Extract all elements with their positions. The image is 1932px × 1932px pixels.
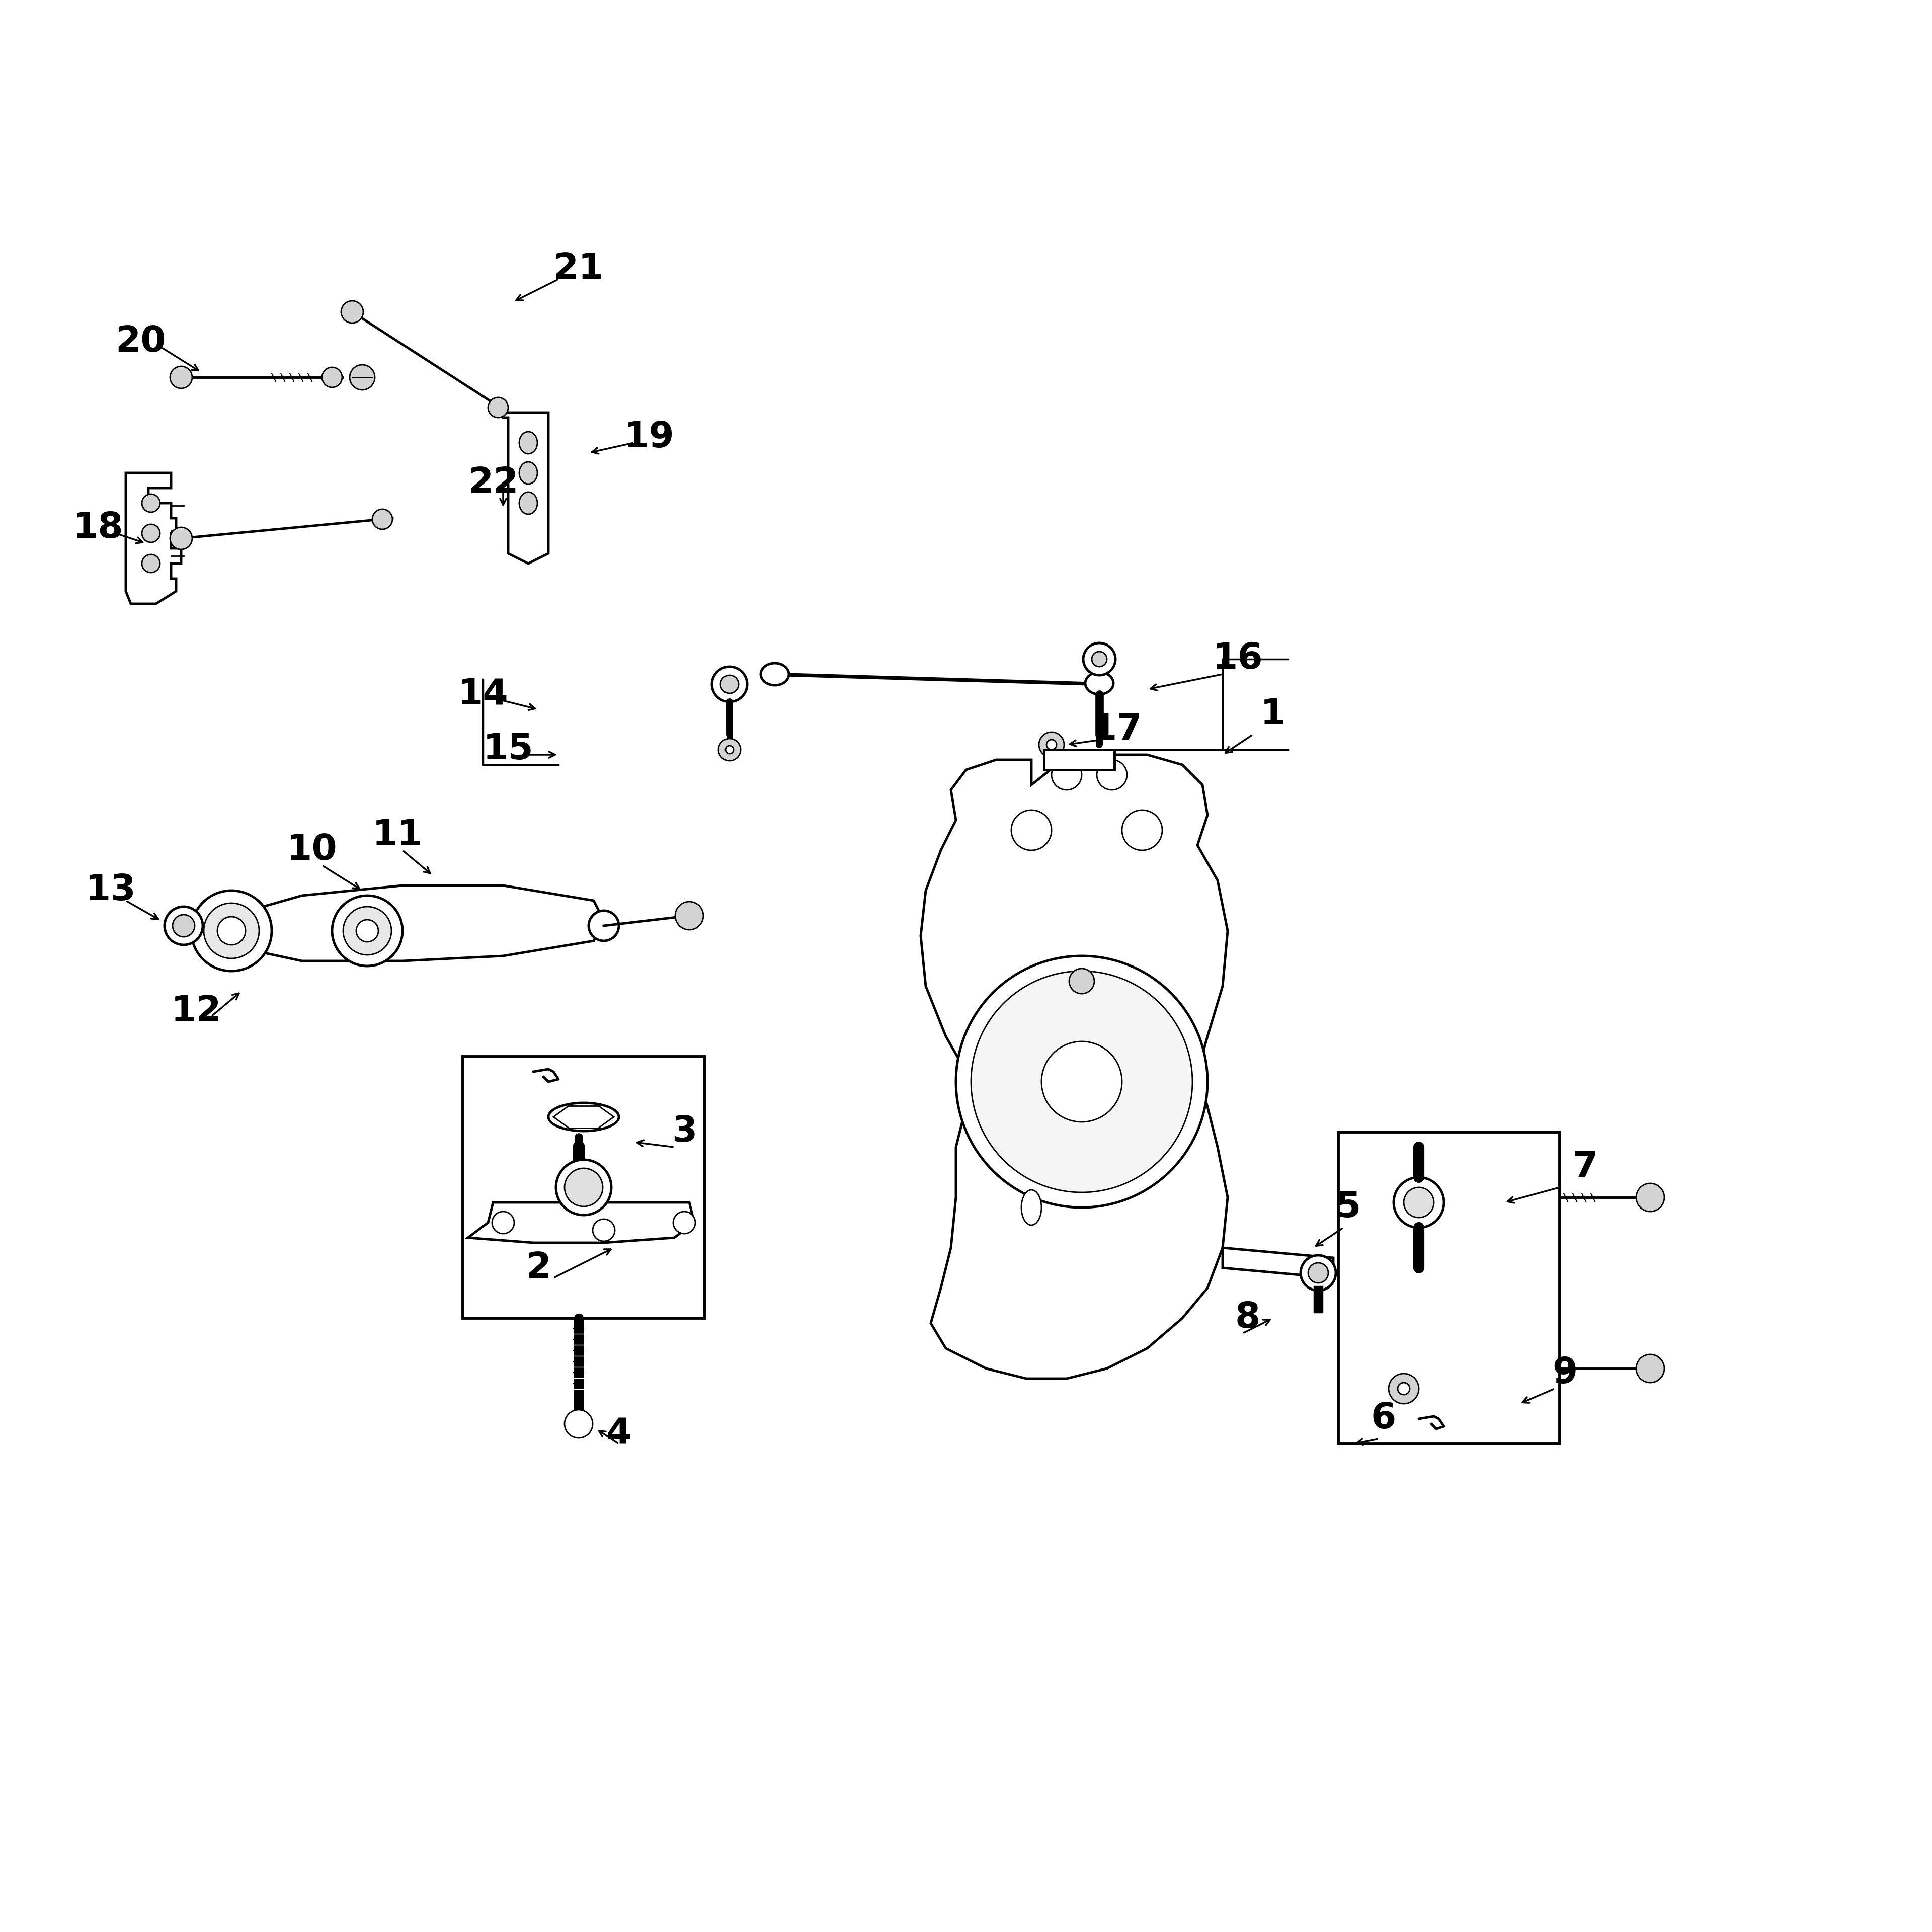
Circle shape: [1300, 1256, 1335, 1291]
Circle shape: [373, 510, 392, 529]
Text: 18: 18: [73, 510, 124, 545]
Circle shape: [972, 972, 1192, 1192]
Circle shape: [170, 527, 191, 549]
Circle shape: [1397, 1383, 1410, 1395]
Circle shape: [170, 367, 191, 388]
Circle shape: [1636, 1182, 1663, 1211]
Circle shape: [1092, 651, 1107, 667]
Circle shape: [1084, 643, 1115, 674]
Circle shape: [141, 554, 160, 572]
Text: 10: 10: [286, 833, 338, 867]
Circle shape: [1393, 1177, 1443, 1227]
Circle shape: [350, 365, 375, 390]
Text: 20: 20: [116, 325, 166, 359]
Text: 13: 13: [85, 873, 135, 908]
Ellipse shape: [549, 1103, 618, 1130]
Circle shape: [726, 746, 734, 753]
Circle shape: [332, 896, 402, 966]
Circle shape: [1010, 810, 1051, 850]
Circle shape: [674, 902, 703, 929]
Ellipse shape: [1022, 1190, 1041, 1225]
Circle shape: [191, 891, 272, 972]
Circle shape: [141, 524, 160, 543]
Bar: [1339, 1132, 1559, 1443]
Polygon shape: [502, 413, 549, 564]
Text: 7: 7: [1573, 1150, 1598, 1184]
Circle shape: [1041, 1041, 1122, 1122]
Text: 17: 17: [1092, 713, 1142, 748]
Text: 11: 11: [373, 817, 423, 852]
Circle shape: [1068, 968, 1094, 993]
Circle shape: [493, 1211, 514, 1235]
Polygon shape: [232, 885, 603, 960]
Text: 16: 16: [1213, 641, 1264, 676]
Circle shape: [164, 906, 203, 945]
Circle shape: [216, 916, 245, 945]
Circle shape: [342, 301, 363, 323]
Text: 21: 21: [553, 251, 605, 286]
Text: 9: 9: [1551, 1356, 1577, 1391]
Circle shape: [1122, 810, 1163, 850]
Text: 22: 22: [468, 466, 518, 500]
Ellipse shape: [1086, 672, 1113, 694]
Bar: [1043, 750, 1115, 769]
Polygon shape: [1223, 1248, 1333, 1277]
Circle shape: [344, 906, 392, 954]
Polygon shape: [468, 1202, 694, 1242]
Circle shape: [1051, 759, 1082, 790]
Circle shape: [1405, 1188, 1434, 1217]
Circle shape: [556, 1159, 611, 1215]
Circle shape: [355, 920, 379, 943]
Circle shape: [1389, 1374, 1418, 1405]
Ellipse shape: [520, 431, 537, 454]
Polygon shape: [922, 755, 1227, 1379]
Circle shape: [1636, 1354, 1663, 1383]
Circle shape: [564, 1169, 603, 1206]
Bar: [464, 1057, 705, 1318]
Text: 3: 3: [672, 1115, 697, 1150]
Text: 2: 2: [526, 1250, 551, 1285]
Text: 4: 4: [607, 1416, 632, 1451]
Circle shape: [956, 956, 1208, 1208]
Circle shape: [203, 902, 259, 958]
Circle shape: [489, 398, 508, 417]
Circle shape: [1097, 759, 1126, 790]
Text: 1: 1: [1260, 697, 1285, 732]
Circle shape: [323, 367, 342, 388]
Circle shape: [593, 1219, 614, 1240]
Text: 8: 8: [1235, 1300, 1260, 1335]
Circle shape: [1047, 740, 1057, 750]
Circle shape: [672, 1211, 696, 1235]
Text: 6: 6: [1372, 1401, 1397, 1435]
Text: 19: 19: [624, 421, 674, 456]
Ellipse shape: [520, 462, 537, 485]
Circle shape: [564, 1410, 593, 1437]
Ellipse shape: [520, 493, 537, 514]
Circle shape: [1308, 1264, 1329, 1283]
Text: 12: 12: [170, 993, 222, 1028]
Text: 5: 5: [1335, 1190, 1360, 1225]
Circle shape: [721, 674, 738, 694]
Circle shape: [711, 667, 748, 701]
Circle shape: [589, 910, 618, 941]
Circle shape: [1039, 732, 1065, 757]
Text: 15: 15: [483, 732, 533, 767]
Circle shape: [141, 495, 160, 512]
Circle shape: [719, 738, 740, 761]
Polygon shape: [126, 473, 182, 603]
Circle shape: [172, 914, 195, 937]
Ellipse shape: [761, 663, 788, 686]
Text: 14: 14: [458, 676, 508, 711]
